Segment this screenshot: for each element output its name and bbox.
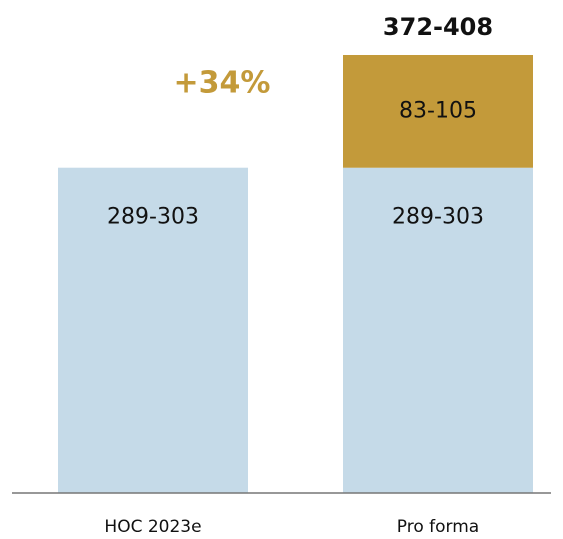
bar-segment <box>343 55 533 168</box>
bar-segment <box>343 167 533 493</box>
value-label: 289-303 <box>392 205 484 230</box>
value-label: 83-105 <box>399 98 477 123</box>
bar-segment <box>58 167 248 493</box>
x-tick-label: HOC 2023e <box>104 517 201 537</box>
value-label: 289-303 <box>107 205 199 230</box>
annotation: +34% <box>174 66 271 101</box>
total-label: 372-408 <box>383 13 493 41</box>
x-tick-label: Pro forma <box>397 517 479 537</box>
